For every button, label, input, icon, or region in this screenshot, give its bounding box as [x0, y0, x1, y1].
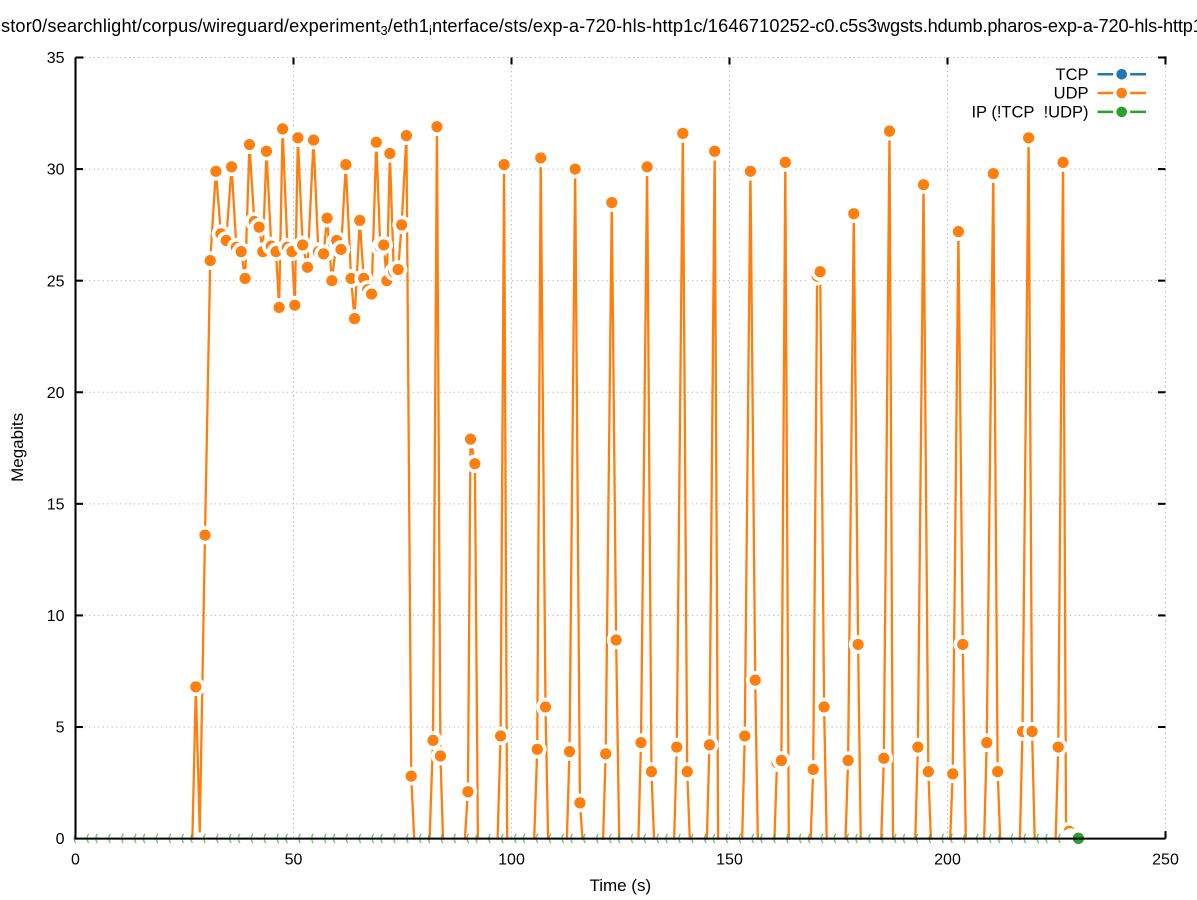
svg-text:20: 20 — [47, 385, 65, 402]
svg-text:250: 250 — [1152, 852, 1179, 869]
svg-text:IP (!TCP !UDP): IP (!TCP !UDP) — [971, 104, 1088, 122]
svg-text:200: 200 — [934, 852, 961, 869]
svg-text:0: 0 — [71, 852, 80, 869]
svg-text:Megabits: Megabits — [8, 413, 27, 482]
svg-text:TCP: TCP — [1056, 66, 1089, 84]
svg-text:UDP: UDP — [1054, 85, 1089, 103]
svg-text:35: 35 — [47, 50, 65, 67]
svg-text:50: 50 — [285, 852, 303, 869]
svg-text:30: 30 — [47, 162, 65, 179]
svg-text:15: 15 — [47, 496, 65, 513]
svg-text:Time (s): Time (s) — [589, 876, 651, 895]
svg-text:100: 100 — [498, 852, 525, 869]
svg-text:0: 0 — [56, 831, 65, 848]
svg-text:5: 5 — [56, 720, 65, 737]
svg-text:10: 10 — [47, 608, 65, 625]
svg-text:150: 150 — [716, 852, 743, 869]
svg-text:25: 25 — [47, 273, 65, 290]
